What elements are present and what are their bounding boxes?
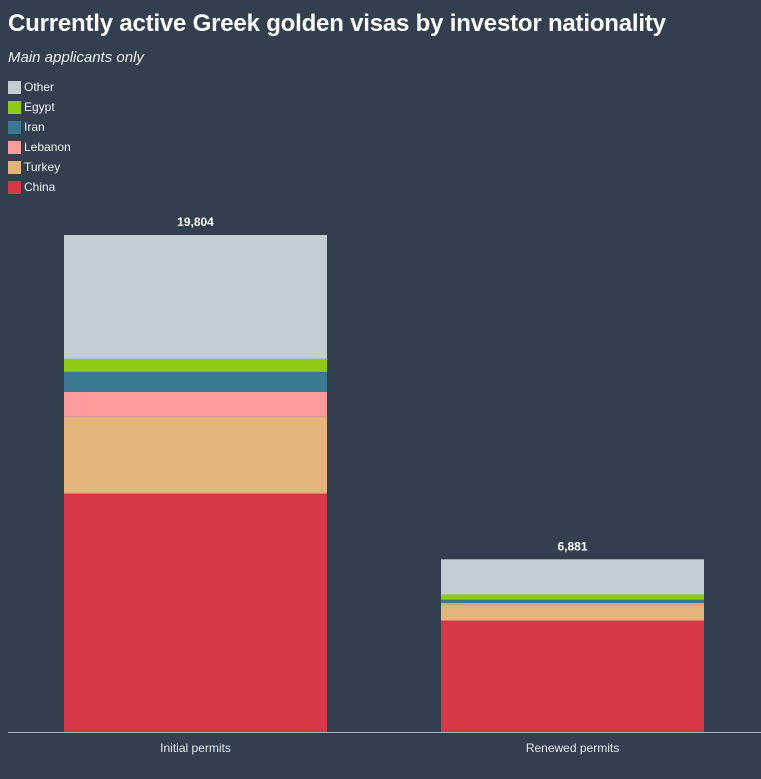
bar-segment-other-renewed — [441, 559, 704, 595]
legend-label: China — [24, 180, 56, 194]
legend-swatch — [8, 160, 21, 174]
x-tick-label: Renewed permits — [526, 741, 619, 755]
legend-swatch — [8, 180, 21, 194]
legend-swatch — [8, 120, 21, 134]
chart-title: Currently active Greek golden visas by i… — [8, 10, 666, 37]
bar-segment-iran-renewed — [441, 599, 704, 604]
legend-label: Turkey — [24, 160, 61, 174]
legend-item-turkey: Turkey — [8, 157, 71, 177]
legend-swatch — [8, 140, 21, 154]
legend: Other Egypt Iran Lebanon Turkey China — [8, 77, 71, 197]
legend-item-other: Other — [8, 77, 71, 97]
bar-segment-lebanon-renewed — [441, 603, 704, 605]
legend-label: Egypt — [24, 100, 55, 114]
bar-segment-china-initial — [64, 493, 327, 732]
bar-segment-china-renewed — [441, 620, 704, 732]
legend-item-iran: Iran — [8, 117, 71, 137]
chart-subtitle: Main applicants only — [8, 49, 144, 66]
x-tick-label: Initial permits — [160, 741, 231, 755]
bar-segment-turkey-initial — [64, 416, 327, 494]
bar-total-label: 6,881 — [557, 539, 587, 553]
legend-item-china: China — [8, 177, 71, 197]
legend-item-egypt: Egypt — [8, 97, 71, 117]
bar-segment-egypt-initial — [64, 358, 327, 372]
legend-label: Iran — [24, 120, 45, 134]
legend-swatch — [8, 80, 21, 94]
bar-segment-egypt-renewed — [441, 594, 704, 600]
legend-label: Lebanon — [24, 140, 71, 154]
bar-segment-other-initial — [64, 235, 327, 359]
legend-label: Other — [24, 80, 55, 94]
bar-segment-turkey-renewed — [441, 604, 704, 621]
legend-swatch — [8, 100, 21, 114]
bar-total-label: 19,804 — [177, 215, 214, 229]
bar-segment-lebanon-initial — [64, 391, 327, 417]
legend-item-lebanon: Lebanon — [8, 137, 71, 157]
bar-segment-iran-initial — [64, 371, 327, 392]
